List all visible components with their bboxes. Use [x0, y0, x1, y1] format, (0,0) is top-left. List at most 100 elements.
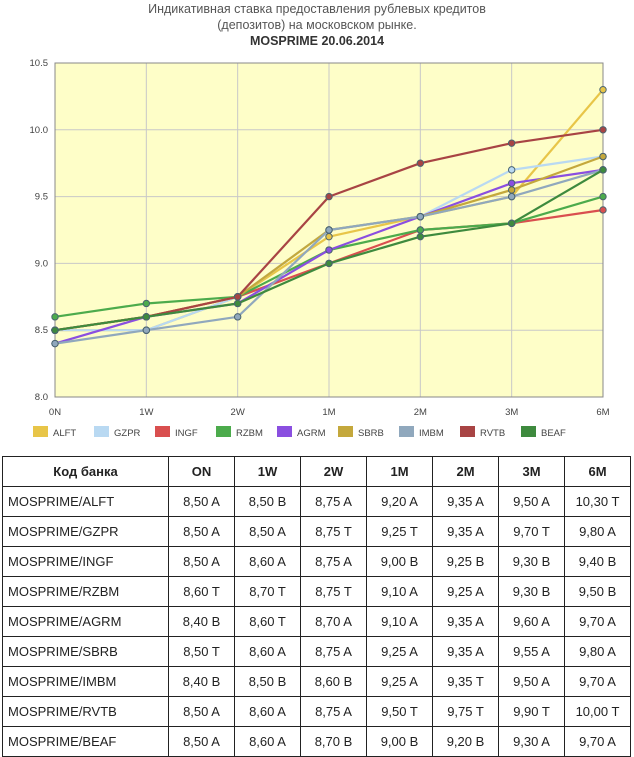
data-point-rvtb — [599, 126, 607, 134]
rate-cell: 8,75 A — [300, 546, 367, 577]
data-point-beaf — [142, 313, 151, 321]
legend-label: INGF — [175, 428, 198, 439]
rate-cell: 8,75 T — [300, 516, 367, 547]
legend-label: SBRB — [358, 428, 384, 439]
rate-cell: 8,75 A — [300, 636, 367, 667]
rate-cell: 8,60 A — [234, 726, 301, 757]
column-header-bank-code: Код банка — [2, 456, 169, 487]
rate-cell: 9,35 A — [432, 606, 499, 637]
data-point-rvtb — [233, 293, 242, 301]
rate-cell: 9,70 A — [564, 726, 631, 757]
chart: Индикативная ставка предоставления рубле… — [30, 2, 610, 439]
column-header-1m: 1M — [366, 456, 433, 487]
legend-swatch — [277, 426, 292, 437]
rate-cell: 9,35 T — [432, 666, 499, 697]
rate-cell: 9,60 A — [498, 606, 565, 637]
rate-cell: 8,60 A — [234, 546, 301, 577]
rate-cell: 8,75 T — [300, 576, 367, 607]
data-point-rvtb — [325, 192, 333, 201]
data-point-imbm — [51, 339, 59, 348]
table-row: MOSPRIME/BEAF 8,50 A 8,60 A 8,70 B 9,00 B 9,2… — [2, 726, 631, 757]
rate-cell: 8,50 A — [168, 486, 235, 517]
x-tick-label: 3M — [505, 407, 518, 418]
table-header-row: Код банка ON 1W 2W 1M 2M 3M 6M — [2, 456, 631, 487]
plot-border — [54, 62, 604, 398]
y-tick-label: 10.5 — [30, 58, 49, 69]
y-tick-label: 8.5 — [35, 325, 48, 336]
rate-cell: 9,70 A — [564, 606, 631, 637]
legend-swatch — [155, 426, 170, 437]
legend-swatch — [33, 426, 48, 437]
rate-cell: 8,50 A — [168, 516, 235, 547]
rate-cell: 8,50 B — [234, 666, 301, 697]
rates-table: Код банка ON 1W 2W 1M 2M 3M 6M MOSPRIME/ALFT 8,5… — [2, 456, 631, 757]
data-point-alft — [599, 86, 607, 94]
legend-label: GZPR — [114, 428, 141, 439]
rate-cell: 9,55 A — [498, 636, 565, 667]
column-header-on: ON — [168, 456, 235, 487]
legend-item-imbm: IMBM — [399, 426, 444, 439]
y-tick-label: 8.0 — [35, 392, 48, 403]
rate-cell: 8,50 A — [168, 696, 235, 727]
rate-cell: 9,80 A — [564, 516, 631, 547]
rate-cell: 9,80 A — [564, 636, 631, 667]
rate-cell: 9,10 A — [366, 576, 433, 607]
legend-label: ALFT — [53, 428, 76, 439]
legend-swatch — [338, 426, 353, 437]
data-point-sbrb — [507, 186, 516, 194]
legend-label: RVTB — [480, 428, 505, 439]
rate-cell: 9,50 B — [564, 576, 631, 607]
rate-cell: 8,50 A — [168, 726, 235, 757]
legend-label: IMBM — [419, 428, 444, 439]
legend-item-agrm: AGRM — [277, 426, 326, 439]
data-point-rvtb — [507, 139, 516, 147]
data-point-ingf — [599, 206, 607, 214]
y-tick-label: 9.5 — [35, 192, 48, 203]
legend-swatch — [460, 426, 475, 437]
x-tick-label: 2W — [231, 407, 245, 418]
column-header-2w: 2W — [300, 456, 367, 487]
rate-cell: 10,30 T — [564, 486, 631, 517]
rate-cell: 8,50 A — [234, 516, 301, 547]
x-tick-label: 2M — [414, 407, 427, 418]
y-tick-label: 10.0 — [30, 125, 49, 136]
rates-table-container: Код банка ON 1W 2W 1M 2M 3M 6M MOSPRIME/ALFT 8,5… — [2, 456, 631, 757]
data-point-imbm — [233, 313, 242, 321]
rate-cell: 8,60 A — [234, 696, 301, 727]
table-row: MOSPRIME/RZBM 8,60 T 8,70 T 8,75 T 9,10 A 9,2… — [2, 576, 631, 607]
legend-item-rzbm: RZBM — [216, 426, 263, 439]
data-point-beaf — [599, 166, 607, 174]
rate-cell: 9,25 T — [366, 516, 433, 547]
rate-cell: 9,20 A — [366, 486, 433, 517]
legend-item-sbrb: SBRB — [338, 426, 384, 439]
legend-item-ingf: INGF — [155, 426, 198, 439]
rate-cell: 10,00 T — [564, 696, 631, 727]
rate-cell: 9,25 B — [432, 546, 499, 577]
legend-swatch — [521, 426, 536, 437]
rate-cell: 9,25 A — [366, 666, 433, 697]
table-row: MOSPRIME/RVTB 8,50 A 8,60 A 8,75 A 9,50 T 9,7… — [2, 696, 631, 727]
column-header-3m: 3M — [498, 456, 565, 487]
rate-cell: 8,60 T — [234, 606, 301, 637]
legend-label: AGRM — [297, 428, 326, 439]
legend: ALFT GZPR INGF RZBM AGRM SBRB IMBM RVTB BEAF — [33, 426, 566, 439]
data-point-beaf — [416, 232, 425, 241]
bank-code-cell: MOSPRIME/RZBM — [2, 576, 169, 607]
axes: 8.0 8.5 9.0 9.5 10.0 10.5 0N 1W 2W 1M 2M 3M 6M — [30, 58, 610, 418]
legend-item-beaf: BEAF — [521, 426, 566, 439]
table-row: MOSPRIME/IMBM 8,40 B 8,50 B 8,60 B 9,25 A 9,3… — [2, 666, 631, 697]
bank-code-cell: MOSPRIME/BEAF — [2, 726, 169, 757]
rate-cell: 8,40 B — [168, 606, 235, 637]
rate-cell: 9,25 A — [366, 636, 433, 667]
bank-code-cell: MOSPRIME/ALFT — [2, 486, 169, 517]
column-header-1w: 1W — [234, 456, 301, 487]
legend-label: BEAF — [541, 428, 566, 439]
x-tick-label: 1W — [139, 407, 153, 418]
rate-cell: 9,75 T — [432, 696, 499, 727]
rate-cell: 9,30 A — [498, 726, 565, 757]
data-point-agrm — [507, 179, 516, 187]
rate-cell: 9,35 A — [432, 516, 499, 547]
data-point-rvtb — [416, 159, 425, 167]
data-point-imbm — [507, 192, 516, 201]
data-point-rzbm — [51, 313, 59, 321]
